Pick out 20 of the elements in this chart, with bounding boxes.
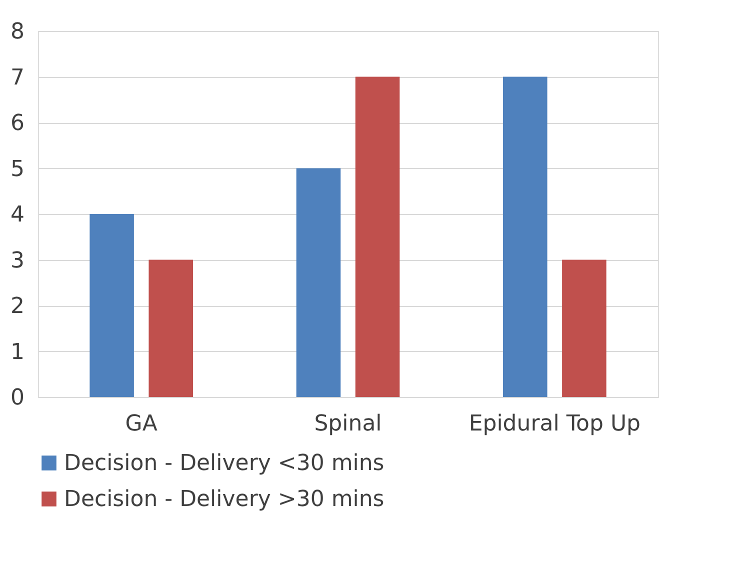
y-tick-label: 8 [10,20,24,44]
bar [90,214,134,397]
bar [355,76,400,397]
bar [296,168,341,397]
y-tick-label: 7 [10,65,24,90]
legend-label: Decision - Delivery <30 mins [64,451,384,476]
x-tick-label: GA [125,412,158,436]
bar [148,260,193,397]
y-tick-label: 0 [10,386,24,410]
x-tick-label: Spinal [314,412,382,436]
y-tick-label: 5 [10,156,24,182]
y-tick-label: 3 [10,248,24,274]
y-tick-label: 6 [10,111,24,136]
x-tick-label: Epidural Top Up [468,412,641,436]
bar [562,260,606,397]
y-tick-label: 4 [10,202,24,228]
y-tick-label: 1 [10,340,24,365]
bar [503,76,548,397]
legend-label: Decision - Delivery >30 mins [64,487,384,512]
y-tick-label: 2 [10,294,24,319]
